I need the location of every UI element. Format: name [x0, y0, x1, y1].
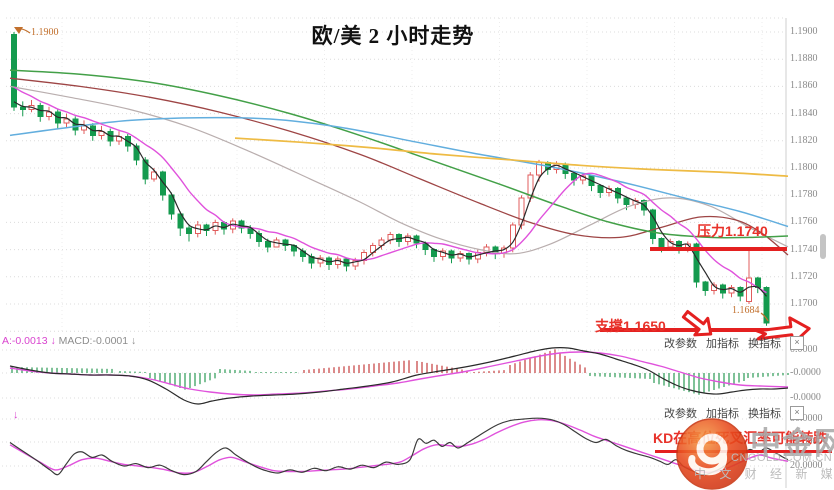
scrollbar-thumb[interactable] — [820, 234, 826, 259]
axis-label: 80.0000 — [790, 413, 823, 424]
down-arrow-icon: ↓ — [13, 409, 19, 421]
kd-comment-underline — [655, 450, 832, 453]
axis-label: 1.1760 — [790, 216, 818, 228]
kd-comment-note: KD在高位死叉汇率可能转跌 — [653, 430, 828, 446]
close-panel-icon[interactable]: × — [790, 406, 804, 420]
ma-blue-line — [9, 116, 789, 228]
axis-label: 50.0000 — [790, 436, 823, 447]
axis-label: 1.1800 — [790, 162, 818, 173]
axis-label: 20.0000 — [790, 460, 823, 471]
axis-label: 1.1900 — [790, 26, 818, 37]
last-price-label: 1.1684 — [732, 305, 760, 316]
ma-black-line — [13, 101, 767, 297]
session-high-label: 1.1900 — [31, 27, 59, 38]
macd-histogram — [11, 349, 789, 395]
add-indicator-button[interactable]: 加指标 — [706, 338, 739, 350]
axis-label: 1.1700 — [790, 298, 818, 309]
support-label: 支撑1.1650 — [595, 318, 666, 334]
macd-a-value: A:-0.0013 — [2, 335, 48, 347]
macd-value: MACD:-0.0001 — [58, 335, 129, 347]
down-arrow-icon: ↓ — [131, 335, 137, 347]
change-params-button[interactable]: 改参数 — [664, 338, 697, 350]
axis-label: 1.1820 — [790, 134, 818, 146]
indicator-menu-kd: 改参数 加指标 换指标 × — [664, 405, 804, 421]
resistance-label: 压力1.1740 — [697, 223, 768, 239]
ma-gray-line — [9, 85, 789, 255]
axis-label: 1.1880 — [790, 53, 818, 65]
down-arrow-icon: ↓ — [50, 335, 56, 347]
change-params-button[interactable]: 改参数 — [664, 408, 697, 420]
chart-title: 欧/美 2 小时走势 — [311, 24, 475, 48]
axis-label: -0.0000 — [790, 367, 821, 378]
switch-indicator-button[interactable]: 换指标 — [748, 408, 781, 420]
ma-green-line — [9, 69, 789, 239]
ma-brown-line — [9, 77, 789, 256]
add-indicator-button[interactable]: 加指标 — [706, 408, 739, 420]
ma-yellow-line — [234, 137, 789, 178]
macd-dif-line — [9, 347, 789, 405]
ma-magenta-line — [13, 86, 767, 294]
macd-indicator-values: A:-0.0013 ↓ MACD:-0.0001 ↓ — [2, 335, 136, 347]
axis-label: -0.0000 — [790, 392, 821, 403]
kd-indicator-fragment: ↓ — [13, 409, 19, 421]
axis-label: 1.1720 — [790, 270, 818, 282]
switch-indicator-button[interactable]: 换指标 — [748, 338, 781, 350]
down-right-arrow-icon — [681, 310, 713, 337]
axis-label: 1.1840 — [790, 107, 818, 119]
axis-label: 1.1780 — [790, 189, 818, 201]
axis-label: 1.1740 — [790, 243, 818, 255]
close-panel-icon[interactable]: × — [790, 336, 804, 350]
candles-layer — [11, 32, 770, 326]
annotation-marks — [14, 27, 769, 322]
axis-label: 1.1860 — [790, 80, 818, 92]
indicator-menu-macd: 改参数 加指标 换指标 × — [664, 335, 804, 351]
